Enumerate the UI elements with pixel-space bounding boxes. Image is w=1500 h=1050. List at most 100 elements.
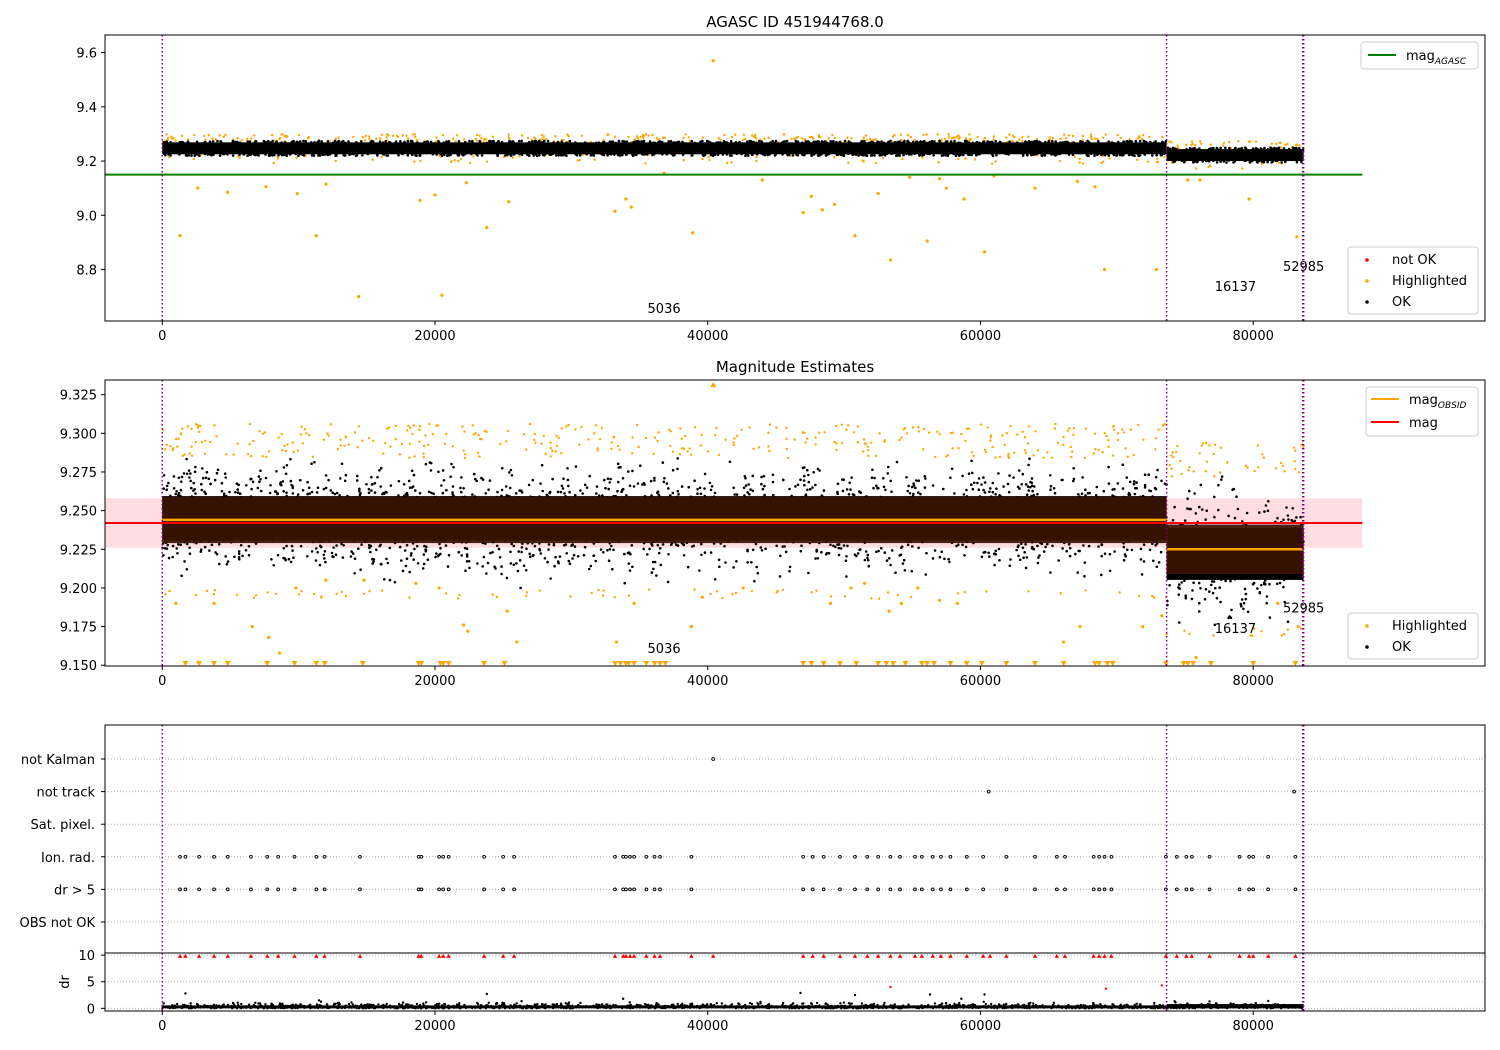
highlighted-point [1286, 628, 1290, 631]
highlighted-point [644, 162, 647, 165]
highlighted-point [921, 156, 924, 159]
highlighted-point [479, 437, 482, 441]
highlighted-point [168, 589, 171, 593]
ok-point [397, 153, 400, 157]
ok-point [1071, 153, 1075, 156]
ok-point [632, 485, 636, 488]
ok-point [719, 141, 722, 144]
highlighted-point [1249, 634, 1252, 637]
highlighted-point [307, 136, 311, 139]
ok-point [1248, 160, 1252, 164]
highlighted-point [335, 592, 338, 596]
ok-point [457, 140, 461, 143]
highlighted-point [936, 133, 939, 136]
ok-point [595, 485, 599, 488]
ok-point [408, 570, 412, 574]
ok-point [962, 493, 966, 496]
highlighted-point [994, 160, 997, 163]
ok-point [970, 459, 973, 463]
highlighted-point [980, 423, 983, 426]
ok-point [525, 547, 528, 551]
ok-point [949, 141, 953, 144]
ok-point [1012, 476, 1015, 479]
ok-point [1159, 550, 1163, 554]
highlighted-point [757, 446, 761, 449]
highlighted-point [562, 139, 565, 142]
ok-point [441, 469, 445, 472]
highlighted-point [755, 160, 758, 163]
ok-point [680, 485, 684, 488]
highlighted-point [215, 435, 218, 438]
ok-point [316, 550, 319, 554]
ok-point [656, 543, 660, 547]
ok-point [380, 563, 383, 566]
ok-point [497, 547, 501, 551]
highlighted-point [541, 137, 544, 141]
highlighted-point [435, 136, 438, 139]
ok-point [791, 154, 795, 157]
highlighted-point [272, 161, 275, 165]
ok-point [947, 557, 950, 561]
ok-point [504, 485, 508, 488]
ok-point [601, 494, 604, 497]
ok-point [397, 479, 401, 483]
highlighted-point [724, 438, 727, 441]
ok-point [350, 152, 354, 156]
ok-point [716, 153, 720, 157]
ok-point [713, 153, 717, 157]
ok-point [355, 141, 358, 144]
highlighted-point [810, 591, 813, 594]
ok-point [426, 140, 429, 143]
ok-point [661, 461, 665, 464]
ok-point [194, 465, 197, 469]
highlighted-point [372, 439, 375, 442]
ok-point [1282, 147, 1286, 150]
ok-point [1108, 569, 1112, 573]
ok-point [1237, 147, 1240, 151]
ok-point [369, 141, 372, 144]
ok-point [946, 154, 950, 158]
ok-point [614, 141, 617, 145]
ok-point [549, 577, 552, 580]
highlighted-point [542, 434, 545, 438]
ok-point [987, 140, 990, 144]
ok-point [1184, 594, 1187, 597]
ok-point [975, 140, 979, 144]
ok-point [324, 486, 328, 490]
highlighted-point [725, 161, 729, 165]
highlighted-point [928, 431, 931, 434]
highlighted-point [305, 432, 308, 435]
highlighted-point [190, 427, 193, 431]
highlighted-point [768, 449, 771, 453]
ok-point [1026, 485, 1030, 488]
ok-point [1054, 154, 1057, 157]
ok-point [169, 141, 172, 144]
ok-point [627, 562, 631, 565]
ok-point [952, 152, 955, 156]
highlighted-point [1262, 456, 1266, 459]
highlighted-point [264, 185, 268, 189]
ok-point [1265, 601, 1268, 605]
ok-point [734, 141, 738, 144]
ok-point [1024, 566, 1028, 570]
highlighted-point [357, 425, 360, 428]
ok-point [1229, 579, 1232, 583]
ok-point [1245, 147, 1248, 151]
ok-point [859, 152, 862, 156]
ok-point [248, 140, 252, 143]
ok-point [723, 544, 726, 548]
highlighted-point [418, 428, 421, 431]
ok-point [848, 481, 851, 485]
highlighted-point [362, 592, 366, 595]
ok-point [762, 474, 766, 478]
highlighted-point [714, 433, 717, 437]
ok-point [1057, 559, 1060, 562]
highlighted-point [1066, 429, 1070, 432]
ok-point [771, 473, 775, 477]
ok-point [1032, 140, 1036, 143]
ok-point [211, 140, 215, 143]
highlighted-point [405, 429, 409, 432]
ok-point [953, 492, 956, 495]
highlighted-point [922, 133, 925, 137]
ok-point [1143, 483, 1147, 487]
